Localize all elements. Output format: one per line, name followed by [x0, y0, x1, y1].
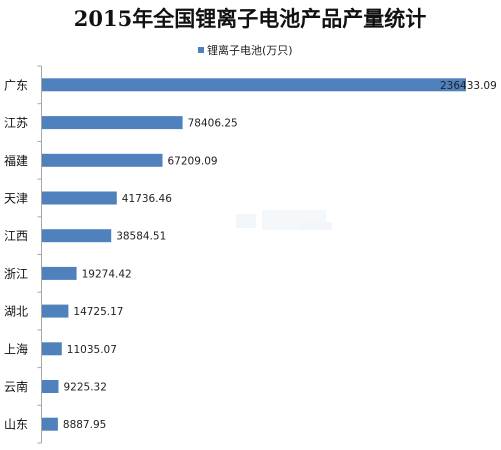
value-label: 41736.46 [122, 193, 172, 205]
category-label: 湖北 [4, 304, 28, 319]
bar [42, 417, 58, 431]
value-label: 236433.09 [440, 80, 497, 92]
value-labels: 236433.09 78406.25 67209.09 41736.46 38584.5… [63, 80, 497, 431]
value-label: 9225.32 [64, 382, 107, 394]
category-label: 江苏 [4, 116, 28, 130]
value-label: 14725.17 [73, 306, 123, 318]
value-label: 67209.09 [168, 155, 218, 167]
bar [42, 342, 62, 356]
value-label: 11035.07 [67, 344, 117, 356]
bars [42, 78, 466, 431]
legend: 锂离子电池(万只) [198, 43, 293, 57]
value-label: 38584.51 [116, 231, 166, 243]
category-label: 浙江 [4, 267, 28, 281]
value-label: 19274.42 [82, 268, 132, 280]
category-label: 江西 [4, 229, 28, 243]
category-label: 上海 [4, 341, 28, 356]
chart-title: 2015年全国锂离子电池产品产量统计 [74, 6, 426, 31]
value-label: 78406.25 [188, 118, 238, 130]
bar [42, 78, 466, 92]
category-axis-ticks [37, 65, 42, 444]
category-label: 云南 [4, 379, 28, 394]
bar [42, 191, 117, 205]
category-label: 天津 [4, 192, 28, 206]
value-label: 8887.95 [63, 419, 106, 431]
bar [42, 266, 77, 280]
legend-swatch [198, 47, 204, 53]
bar [42, 229, 112, 243]
bar [42, 153, 163, 167]
watermark [236, 210, 332, 230]
bar [42, 380, 59, 393]
category-label: 山东 [4, 418, 28, 432]
category-label: 广东 [4, 78, 28, 92]
legend-label: 锂离子电池(万只) [207, 43, 293, 57]
bar [42, 304, 69, 318]
bar [42, 116, 183, 130]
category-label: 福建 [4, 153, 28, 168]
